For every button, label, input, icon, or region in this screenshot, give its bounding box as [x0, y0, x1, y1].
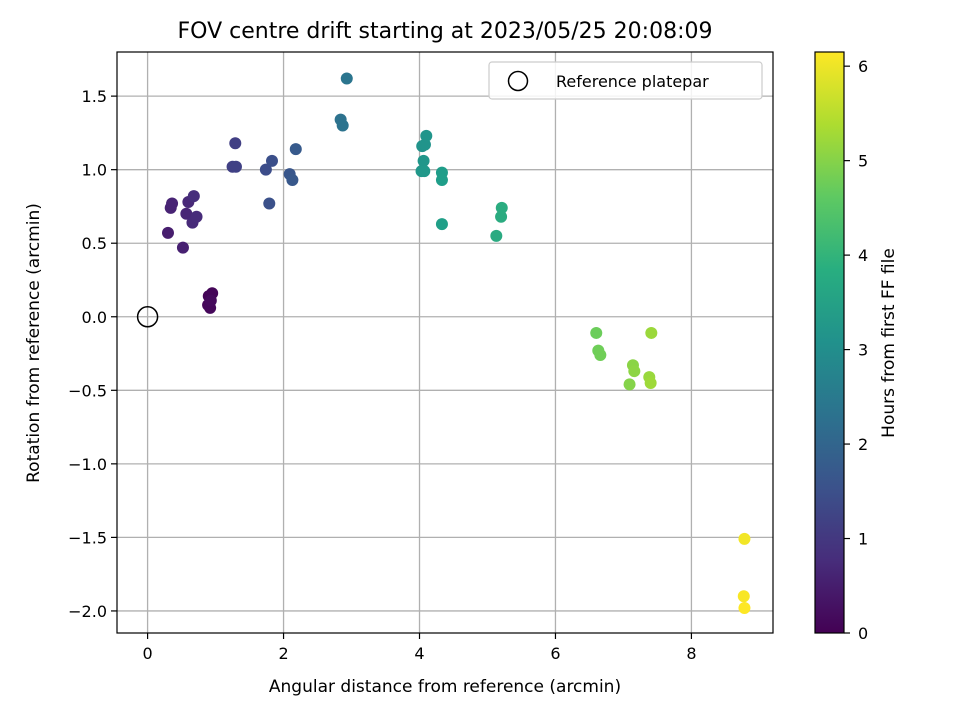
data-point [623, 378, 636, 391]
colorbar-tick-label: 5 [858, 152, 868, 171]
legend: Reference platepar [488, 61, 763, 100]
data-point [495, 201, 508, 214]
data-point [490, 229, 503, 242]
data-point [161, 226, 174, 239]
y-tick-label: −1.5 [68, 528, 107, 547]
x-tick-label: 0 [142, 644, 152, 663]
data-point [738, 601, 751, 614]
data-point [594, 349, 607, 362]
y-axis-ticks: −2.0 −1.5 −1.0 −0.5 0.0 0.5 1.0 1.5 [68, 87, 117, 621]
colorbar-ticks: 0 1 2 3 4 5 6 [844, 57, 868, 643]
legend-box [488, 61, 763, 100]
legend-label: Reference platepar [556, 72, 709, 91]
colorbar-tick-label: 2 [858, 435, 868, 454]
y-tick-label: −2.0 [68, 602, 107, 621]
x-tick-label: 6 [550, 644, 560, 663]
x-tick-label: 4 [414, 644, 424, 663]
y-tick-label: −1.0 [68, 455, 107, 474]
x-axis-ticks: 0 2 4 6 8 [142, 633, 697, 663]
y-tick-label: −0.5 [68, 381, 107, 400]
data-point [190, 210, 203, 223]
data-point [628, 365, 641, 378]
data-point [417, 154, 430, 167]
y-tick-label: 0.0 [82, 308, 107, 327]
x-axis-label: Angular distance from reference (arcmin) [269, 677, 621, 697]
grid [117, 52, 773, 633]
y-tick-label: 1.0 [82, 161, 107, 180]
data-point [187, 190, 200, 203]
data-point [738, 532, 751, 545]
data-point [644, 376, 657, 389]
data-point [340, 72, 353, 85]
x-tick-label: 8 [686, 644, 696, 663]
reference-platepar-marker [136, 306, 159, 328]
y-tick-label: 1.5 [82, 87, 107, 106]
data-points [161, 72, 751, 614]
data-point [265, 154, 278, 167]
colorbar: 0 1 2 3 4 5 6 Hours from first FF file [814, 51, 899, 643]
data-point [435, 173, 448, 186]
colorbar-tick-label: 3 [858, 341, 868, 360]
data-point [420, 129, 433, 142]
colorbar-tick-label: 0 [858, 624, 868, 643]
data-point [259, 163, 272, 176]
plot-area [116, 51, 774, 634]
data-point [289, 143, 302, 156]
colorbar-tick-label: 6 [858, 57, 868, 76]
colorbar-tick-label: 4 [858, 246, 868, 265]
legend-reference-marker [507, 70, 529, 92]
data-point [263, 197, 276, 210]
colorbar-gradient [815, 52, 844, 633]
data-point [737, 590, 750, 603]
colorbar-tick-label: 1 [858, 530, 868, 549]
data-point [180, 207, 193, 220]
colorbar-label: Hours from first FF file [879, 248, 899, 438]
reference-marker-layer [136, 306, 159, 328]
data-point [645, 326, 658, 339]
data-point [336, 119, 349, 132]
data-point [418, 138, 431, 151]
data-point [495, 210, 508, 223]
y-tick-label: 0.5 [82, 234, 107, 253]
data-point [590, 326, 603, 339]
data-point [176, 241, 189, 254]
data-point [229, 160, 242, 173]
x-tick-label: 2 [278, 644, 288, 663]
data-point [229, 137, 242, 150]
chart-title: FOV centre drift starting at 2023/05/25 … [178, 19, 713, 44]
y-axis-label: Rotation from reference (arcmin) [24, 203, 44, 483]
data-point [204, 294, 217, 307]
colorbar-frame [814, 51, 845, 634]
data-point [435, 218, 448, 231]
data-point [166, 197, 179, 210]
data-point [286, 173, 299, 186]
data-point [418, 165, 431, 178]
